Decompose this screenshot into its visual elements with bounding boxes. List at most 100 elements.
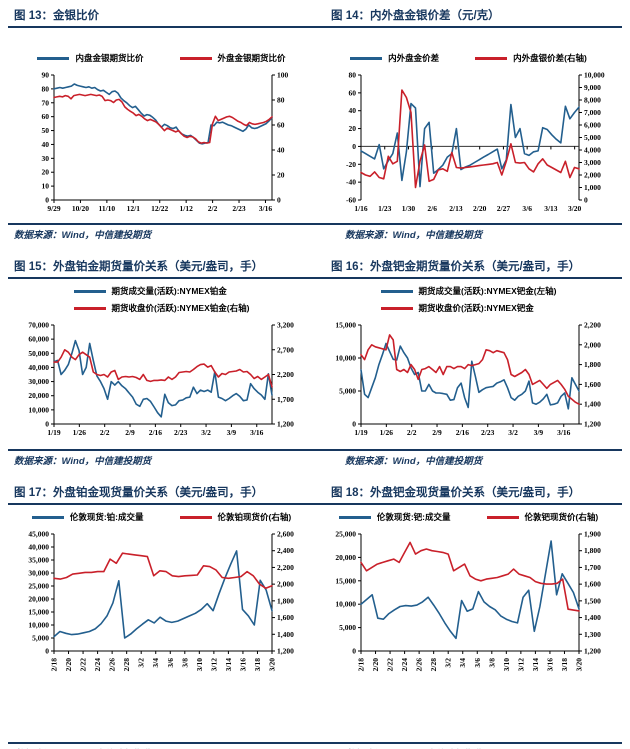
svg-text:0: 0	[45, 647, 49, 656]
svg-text:5,000: 5,000	[339, 387, 356, 396]
svg-text:2/9: 2/9	[432, 428, 442, 437]
svg-text:3/12: 3/12	[209, 658, 218, 672]
svg-text:30,000: 30,000	[28, 377, 49, 386]
svg-text:15,000: 15,000	[335, 576, 356, 585]
svg-text:3/16: 3/16	[545, 658, 554, 672]
svg-text:10,000: 10,000	[28, 621, 49, 630]
legend-label: 期货收盘价(活跃):NYMEX钯金	[418, 303, 534, 313]
svg-text:80: 80	[348, 71, 356, 80]
legend-item: 内盘金银期货比价	[37, 52, 144, 64]
figure14-legend: 内外盘金价差 内外盘银价差(右轴)	[350, 52, 587, 64]
legend-item: 期货收盘价(活跃):NYMEX钯金	[380, 302, 534, 314]
legend-item: 期货成交量(活跃):NYMEX钯金(左轴)	[380, 285, 556, 297]
svg-text:3/20: 3/20	[267, 658, 276, 672]
svg-text:0: 0	[45, 420, 49, 429]
figure16-chart: 期货成交量(活跃):NYMEX钯金(左轴) 期货收盘价(活跃):NYMEX钯金 0…	[315, 279, 622, 449]
svg-text:2/18: 2/18	[356, 658, 365, 672]
svg-text:3/10: 3/10	[194, 658, 203, 672]
svg-text:10,000: 10,000	[335, 354, 356, 363]
svg-text:2/28: 2/28	[429, 658, 438, 672]
svg-text:60: 60	[277, 121, 285, 130]
row2-sources: 数据来源：Wind，中信建投期货 数据来源：Wind，中信建投期货	[0, 454, 630, 469]
svg-text:0: 0	[45, 196, 49, 205]
title-divider	[8, 277, 622, 279]
svg-text:60: 60	[41, 112, 49, 121]
red-line-swatch	[179, 515, 212, 519]
svg-text:40: 40	[41, 140, 49, 149]
svg-text:3/6: 3/6	[472, 658, 481, 668]
svg-text:2/23: 2/23	[481, 428, 495, 437]
legend-label: 内外盘银价差(右轴)	[513, 53, 587, 63]
legend-item: 内外盘金价差	[350, 52, 439, 64]
svg-text:3/20: 3/20	[567, 204, 581, 213]
svg-text:25,000: 25,000	[335, 530, 356, 539]
row1-titles: 图 13：金银比价 图 14：内外盘金银价差（元/克）	[0, 6, 630, 26]
svg-text:2,000: 2,000	[584, 340, 601, 349]
svg-text:45,000: 45,000	[28, 530, 49, 539]
svg-text:20,000: 20,000	[28, 595, 49, 604]
svg-text:-20: -20	[346, 160, 356, 169]
svg-text:50: 50	[41, 126, 49, 135]
svg-text:1/30: 1/30	[401, 204, 415, 213]
figure16-plot-canvas: 0 5,000 10,000 15,000 1,200 1,400 1,600 1,800 2,…	[319, 320, 619, 445]
svg-text:1,400: 1,400	[584, 400, 601, 409]
svg-text:7,000: 7,000	[584, 108, 601, 117]
svg-text:3/2: 3/2	[508, 428, 518, 437]
svg-text:10: 10	[41, 182, 49, 191]
blue-line-swatch	[37, 56, 70, 60]
svg-text:70,000: 70,000	[28, 321, 49, 330]
source-divider	[8, 223, 622, 225]
svg-text:20,000: 20,000	[28, 391, 49, 400]
figure17-title: 图 17：外盘铂金现货量价关系（美元/盎司，手）	[14, 487, 264, 499]
svg-text:3/14: 3/14	[223, 658, 232, 672]
svg-text:3/18: 3/18	[559, 658, 568, 672]
figure13-chart: 内盘金银期货比价 外盘金银期货比价 0 10 20 30 40 50 60 70 80 90 0 20 4…	[8, 28, 315, 223]
figure13-source: 数据来源：Wind，中信建投期货	[14, 230, 152, 241]
svg-text:1,200: 1,200	[584, 420, 601, 429]
svg-text:1,600: 1,600	[277, 613, 294, 622]
svg-text:0: 0	[352, 647, 356, 656]
svg-text:2/20: 2/20	[64, 658, 73, 672]
svg-text:1,800: 1,800	[584, 360, 601, 369]
svg-text:1,600: 1,600	[584, 580, 601, 589]
svg-text:10,000: 10,000	[28, 405, 49, 414]
svg-text:50,000: 50,000	[28, 349, 49, 358]
svg-text:3/6: 3/6	[522, 204, 532, 213]
svg-text:12/22: 12/22	[151, 204, 168, 213]
svg-text:2/2: 2/2	[406, 428, 416, 437]
svg-text:4,000: 4,000	[584, 146, 601, 155]
red-line-swatch	[73, 306, 106, 310]
svg-text:0: 0	[352, 142, 356, 151]
svg-text:1,400: 1,400	[277, 630, 294, 639]
figure16-legend: 期货成交量(活跃):NYMEX钯金(左轴) 期货收盘价(活跃):NYMEX钯金	[380, 285, 556, 314]
svg-text:3/2: 3/2	[201, 428, 211, 437]
svg-text:5,000: 5,000	[32, 634, 49, 643]
red-line-swatch	[475, 56, 508, 60]
svg-text:9,000: 9,000	[584, 83, 601, 92]
svg-text:2,000: 2,000	[584, 171, 601, 180]
figure15-title: 图 15：外盘铂金期货量价关系（美元/盎司，手）	[14, 261, 264, 273]
svg-text:1,400: 1,400	[584, 613, 601, 622]
legend-label: 伦敦现货:铂:成交量	[69, 512, 144, 522]
svg-text:2/2: 2/2	[207, 204, 217, 213]
legend-label: 伦敦现货:钯:成交量	[376, 512, 451, 522]
svg-text:2/22: 2/22	[385, 658, 394, 672]
svg-text:2,200: 2,200	[277, 563, 294, 572]
svg-text:1,700: 1,700	[584, 563, 601, 572]
svg-text:1/23: 1/23	[378, 204, 392, 213]
svg-text:3/9: 3/9	[533, 428, 543, 437]
svg-text:2,400: 2,400	[277, 546, 294, 555]
svg-text:90: 90	[41, 71, 49, 80]
svg-text:3/16: 3/16	[258, 204, 272, 213]
svg-text:1,200: 1,200	[584, 647, 601, 656]
svg-text:-60: -60	[346, 196, 356, 205]
svg-text:3/9: 3/9	[226, 428, 236, 437]
svg-text:11/10: 11/10	[98, 204, 115, 213]
figure18-legend: 伦敦现货:钯:成交量 伦敦钯现货价(右轴)	[338, 511, 598, 523]
svg-text:40,000: 40,000	[28, 363, 49, 372]
figure15-source: 数据来源：Wind，中信建投期货	[14, 456, 152, 467]
svg-text:2/2: 2/2	[99, 428, 109, 437]
svg-text:40: 40	[348, 106, 356, 115]
svg-text:5,000: 5,000	[339, 623, 356, 632]
svg-text:2/20: 2/20	[473, 204, 487, 213]
